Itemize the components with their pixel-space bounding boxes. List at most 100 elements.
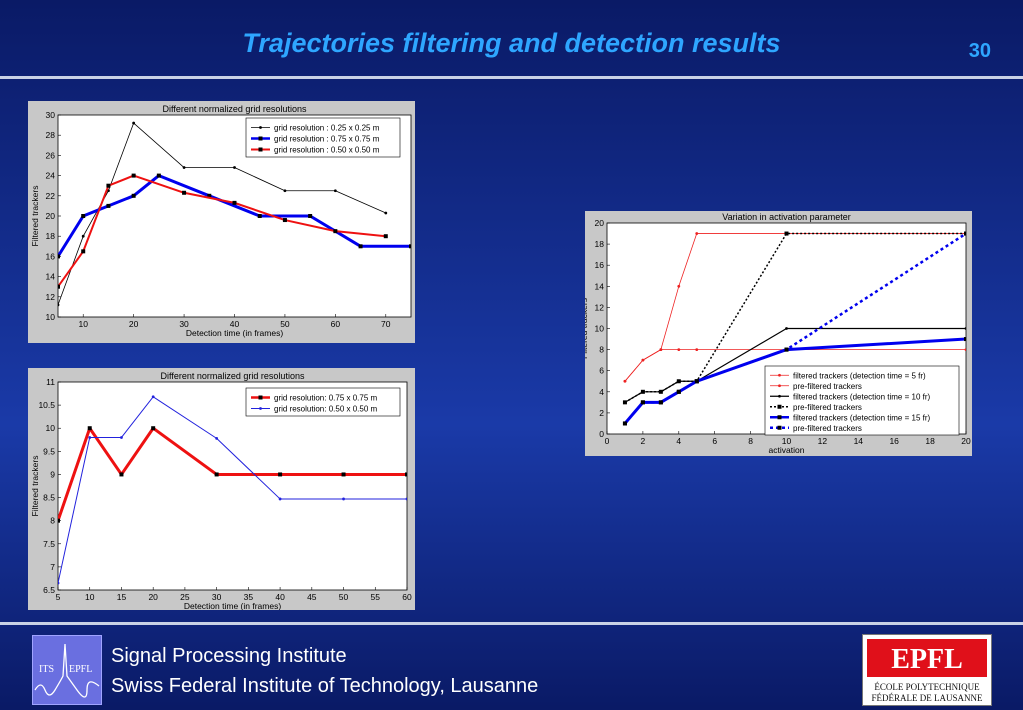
- data-point: [308, 214, 313, 218]
- legend-box: [245, 117, 401, 158]
- x-tick-label: 4: [676, 436, 681, 446]
- legend-marker: [258, 147, 263, 152]
- y-tick-label: 10.5: [38, 400, 55, 410]
- data-point: [278, 472, 283, 477]
- legend-marker: [258, 136, 263, 141]
- data-point: [88, 436, 92, 439]
- data-point: [640, 400, 645, 405]
- data-point: [694, 379, 699, 384]
- x-tick-label: 18: [925, 436, 935, 446]
- legend-label: grid resolution : 0.25 x 0.25 m: [274, 124, 380, 133]
- slide-title: Trajectories filtering and detection res…: [242, 28, 781, 58]
- legend-marker: [777, 415, 782, 420]
- y-tick-label: 16: [46, 251, 56, 261]
- legend-marker: [777, 425, 782, 430]
- chart-panel-activation: Variation in activation parameter 0 2 4 6 8 10…: [585, 211, 972, 456]
- data-point: [207, 193, 212, 198]
- y-tick-label: 2: [599, 408, 604, 418]
- x-tick-label: 2: [641, 436, 646, 446]
- x-tick-label: 20: [148, 592, 158, 602]
- y-tick-label: 11: [46, 377, 55, 387]
- legend-marker: [778, 384, 781, 388]
- data-point: [156, 173, 161, 178]
- x-tick-label: 5: [56, 592, 61, 602]
- x-tick-label: 10: [85, 592, 95, 602]
- data-point: [695, 232, 699, 235]
- chart-activation-parameter: Variation in activation parameter 0 2 4 6 8 10…: [585, 212, 971, 455]
- x-tick-label: 60: [402, 592, 412, 602]
- data-point: [695, 348, 699, 351]
- y-tick-label: 28: [46, 130, 56, 140]
- data-point: [622, 421, 627, 426]
- legend-marker: [259, 407, 262, 410]
- data-point: [677, 348, 681, 351]
- series-group: [58, 395, 407, 585]
- legend-label: filtered trackers (detection time = 5 fr…: [793, 371, 926, 380]
- y-tick-label: 18: [46, 231, 56, 241]
- series-group: [622, 231, 966, 426]
- data-point: [233, 166, 236, 169]
- legend-marker: [259, 126, 262, 129]
- legend-label: grid resolution : 0.50 x 0.50 m: [274, 146, 380, 155]
- y-tick-label: 20: [595, 218, 605, 228]
- data-point: [964, 231, 966, 236]
- y-tick-label: 30: [46, 110, 56, 120]
- data-point: [784, 347, 789, 352]
- y-tick-label: 20: [46, 211, 56, 221]
- y-tick-label: 8: [599, 345, 604, 355]
- data-point: [282, 218, 287, 223]
- y-tick-label: 6: [599, 366, 604, 376]
- data-point: [182, 190, 187, 195]
- footer-institute: Signal Processing Institute: [111, 645, 347, 667]
- y-axis-label: Filtered trackers: [30, 456, 40, 517]
- chart-grid-resolutions-2: Different normalized grid resolutions 5 10…: [30, 371, 412, 610]
- data-point: [58, 284, 60, 289]
- y-tick-label: 16: [595, 260, 605, 270]
- x-tick-label: 12: [818, 436, 828, 446]
- data-point: [87, 426, 92, 431]
- y-tick-label: 9.5: [43, 446, 55, 456]
- data-point: [182, 166, 186, 169]
- data-point: [106, 183, 111, 188]
- x-tick-label: 10: [78, 319, 88, 329]
- data-point: [405, 497, 407, 501]
- y-tick-label: 14: [46, 272, 56, 282]
- y-tick-label: 7.5: [43, 539, 55, 549]
- its-logo: ITS EPFL: [32, 635, 102, 705]
- chart-title: Different normalized grid resolutions: [161, 371, 305, 381]
- data-point: [232, 200, 237, 205]
- y-tick-label: 14: [595, 281, 605, 291]
- data-point: [676, 379, 681, 384]
- data-point: [659, 348, 663, 351]
- x-tick-label: 30: [212, 592, 222, 602]
- chart-grid-resolutions-1: Different normalized grid resolutions 10 2…: [30, 104, 412, 338]
- epfl-logo-mark: EPFL: [891, 644, 963, 675]
- data-point: [119, 472, 124, 477]
- x-axis-label: Detection time (in frames): [184, 601, 281, 610]
- legend-marker: [778, 394, 781, 398]
- legend-marker: [258, 395, 263, 400]
- data-point: [785, 327, 788, 330]
- epfl-logo-line2: FÉDÉRALE DE LAUSANNE: [872, 693, 983, 703]
- data-point: [81, 249, 86, 254]
- x-tick-label: 45: [307, 592, 317, 602]
- y-tick-label: 26: [46, 150, 56, 160]
- bottom-divider: [0, 622, 1023, 625]
- data-point: [333, 229, 338, 234]
- series-group: [58, 121, 411, 307]
- data-point: [81, 234, 85, 238]
- legend-marker: [777, 404, 782, 409]
- top-divider: [0, 76, 1023, 79]
- data-point: [106, 203, 111, 208]
- data-point: [342, 497, 345, 501]
- data-point: [383, 234, 388, 239]
- data-point: [58, 581, 60, 585]
- y-tick-label: 24: [46, 171, 56, 181]
- data-point: [641, 358, 645, 362]
- data-point: [257, 214, 262, 218]
- x-tick-label: 30: [179, 319, 189, 329]
- its-logo-right-text: EPFL: [69, 664, 92, 675]
- data-point: [120, 436, 123, 439]
- x-tick-label: 50: [339, 592, 349, 602]
- legend-label: pre-filtered trackers: [793, 424, 862, 433]
